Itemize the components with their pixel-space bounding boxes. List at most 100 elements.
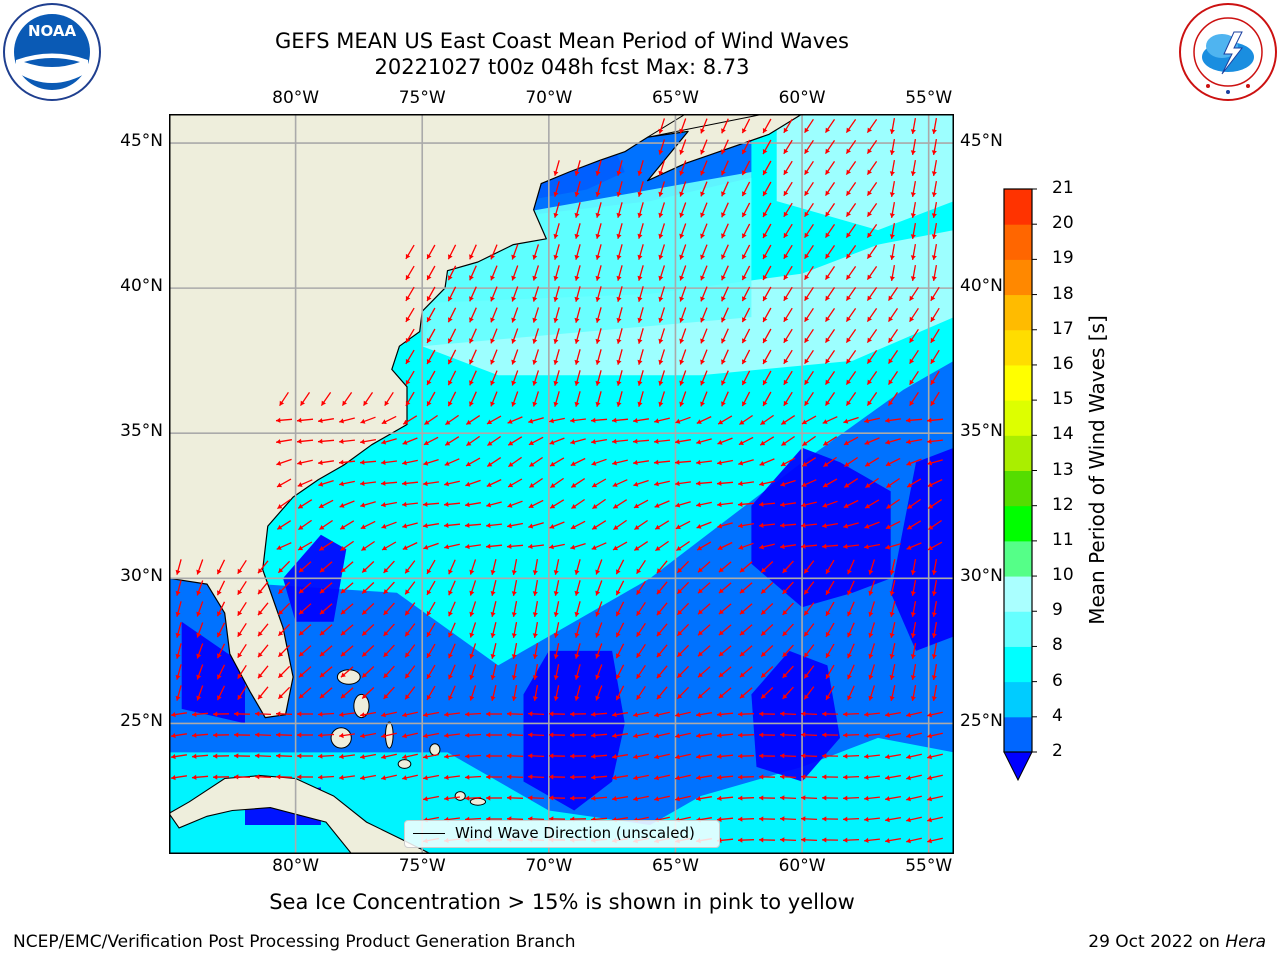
wave-direction-arrow-422 [444, 480, 460, 487]
wave-direction-arrow-331 [549, 417, 565, 424]
wave-direction-arrow-276 [741, 370, 751, 386]
wave-direction-arrow-509 [928, 519, 942, 531]
wave-direction-arrow-556 [469, 559, 477, 575]
wave-direction-arrow-366 [611, 438, 629, 444]
colorbar-tick-0: 2 [1052, 741, 1063, 761]
wave-direction-arrow-760 [868, 664, 876, 680]
wave-direction-arrow-466 [696, 501, 712, 508]
wave-direction-arrow-698 [340, 645, 354, 657]
wave-direction-arrow-845 [317, 732, 335, 738]
wave-direction-arrow-402 [696, 459, 712, 465]
wave-direction-arrow-282 [866, 371, 878, 385]
wave-direction-arrow-593 [469, 580, 477, 596]
wave-direction-arrow-578 [931, 558, 938, 576]
wave-direction-arrow-48 [574, 181, 581, 197]
wave-direction-arrow-911 [927, 753, 943, 760]
wave-direction-arrow-877 [212, 753, 230, 759]
wave-direction-arrow-389 [423, 458, 439, 466]
wave-direction-arrow-140 [616, 265, 623, 281]
wave-direction-arrow-639 [656, 602, 668, 616]
wave-direction-arrow-803 [212, 711, 230, 717]
wave-direction-arrow-399 [633, 460, 649, 466]
wave-direction-arrow-832 [821, 711, 839, 717]
wave-direction-arrow-674 [615, 622, 625, 638]
wave-direction-arrow-253 [804, 349, 814, 365]
wave-direction-arrow-890 [486, 753, 502, 759]
wave-direction-arrow-927 [486, 774, 502, 780]
wave-direction-arrow-850 [422, 732, 440, 739]
wave-direction-arrow-856 [548, 732, 566, 738]
wave-direction-arrow-679 [718, 624, 732, 636]
wave-direction-arrow-39 [783, 160, 793, 176]
wave-direction-arrow-904 [779, 753, 797, 759]
wave-direction-arrow-942 [800, 774, 818, 780]
wave-direction-arrow-77 [783, 202, 793, 218]
wave-direction-arrow-579 [175, 580, 182, 596]
wave-direction-arrow-583 [257, 581, 269, 595]
wave-direction-arrow-641 [697, 603, 711, 615]
wave-direction-arrow-176 [824, 287, 836, 301]
wave-direction-arrow-107 [469, 244, 477, 260]
wave-direction-arrow-955 [548, 795, 566, 801]
wave-direction-arrow-141 [637, 265, 644, 281]
wave-direction-arrow-525 [591, 542, 607, 550]
wave-direction-arrow-853 [486, 732, 502, 738]
wave-direction-arrow-662 [361, 624, 375, 636]
wave-direction-arrow-483 [381, 521, 397, 529]
wave-direction-arrow-580 [196, 580, 204, 596]
wave-direction-arrow-157 [426, 286, 436, 302]
wave-direction-arrow-300 [574, 391, 581, 407]
wave-direction-arrow-262 [447, 370, 457, 386]
wave-direction-arrow-450 [360, 501, 376, 508]
wave-direction-arrow-740 [448, 664, 456, 680]
wave-direction-arrow-534 [780, 544, 796, 550]
wave-direction-arrow-177 [845, 287, 857, 301]
colorbar-tick-1: 4 [1052, 705, 1063, 726]
wave-direction-arrow-306 [700, 391, 708, 407]
wave-direction-arrow-801 [171, 712, 187, 718]
colorbar-tick-14: 19 [1052, 248, 1074, 269]
wave-direction-arrow-169 [679, 286, 687, 302]
wave-direction-arrow-926 [464, 774, 482, 780]
wave-direction-arrow-839 [191, 732, 209, 738]
wave-direction-arrow-247 [679, 349, 687, 365]
wave-direction-arrow-271 [637, 370, 644, 386]
wave-direction-arrow-264 [490, 370, 498, 386]
wave-direction-arrow-899 [675, 753, 691, 760]
wave-direction-arrow-744 [532, 663, 539, 681]
wave-direction-arrow-777 [448, 685, 456, 701]
wave-direction-arrow-333 [590, 417, 608, 423]
wave-direction-arrow-108 [490, 244, 498, 260]
wave-direction-arrow-319 [296, 417, 314, 423]
wave-direction-arrow-226 [783, 328, 793, 344]
wave-direction-arrow-358 [444, 436, 460, 446]
wave-direction-arrow-576 [889, 559, 896, 575]
colorbar-tick-10: 15 [1052, 389, 1074, 410]
wave-direction-arrow-252 [783, 349, 793, 365]
wave-direction-arrow-604 [697, 582, 711, 594]
wave-direction-arrow-291 [384, 391, 394, 407]
wave-direction-arrow-771 [319, 687, 333, 699]
wave-direction-arrow-232 [909, 328, 919, 344]
wave-direction-arrow-412 [906, 458, 922, 466]
wave-direction-arrow-962 [695, 796, 713, 802]
wave-direction-arrow-891 [506, 753, 524, 759]
wave-direction-arrow-34 [679, 160, 687, 176]
wave-direction-arrow-487 [464, 522, 482, 528]
wave-direction-arrow-792 [760, 687, 774, 699]
wave-direction-arrow-849 [402, 732, 418, 739]
wave-direction-arrow-472 [822, 500, 838, 508]
wave-direction-arrow-821 [590, 711, 608, 717]
wave-direction-arrow-657 [257, 623, 269, 637]
wave-direction-arrow-124 [824, 245, 836, 259]
wave-direction-arrow-236 [447, 349, 457, 365]
lon-tick-top-5: 55°W [905, 88, 953, 108]
wave-direction-arrow-935 [654, 774, 670, 781]
colorbar-tick-15: 20 [1052, 213, 1074, 234]
wave-direction-arrow-909 [884, 753, 902, 760]
wave-direction-arrow-810 [359, 711, 377, 718]
wave-direction-arrow-379 [885, 438, 901, 445]
wave-direction-arrow-309 [762, 391, 772, 407]
wave-direction-arrow-778 [469, 685, 477, 701]
wave-direction-arrow-907 [842, 753, 860, 759]
